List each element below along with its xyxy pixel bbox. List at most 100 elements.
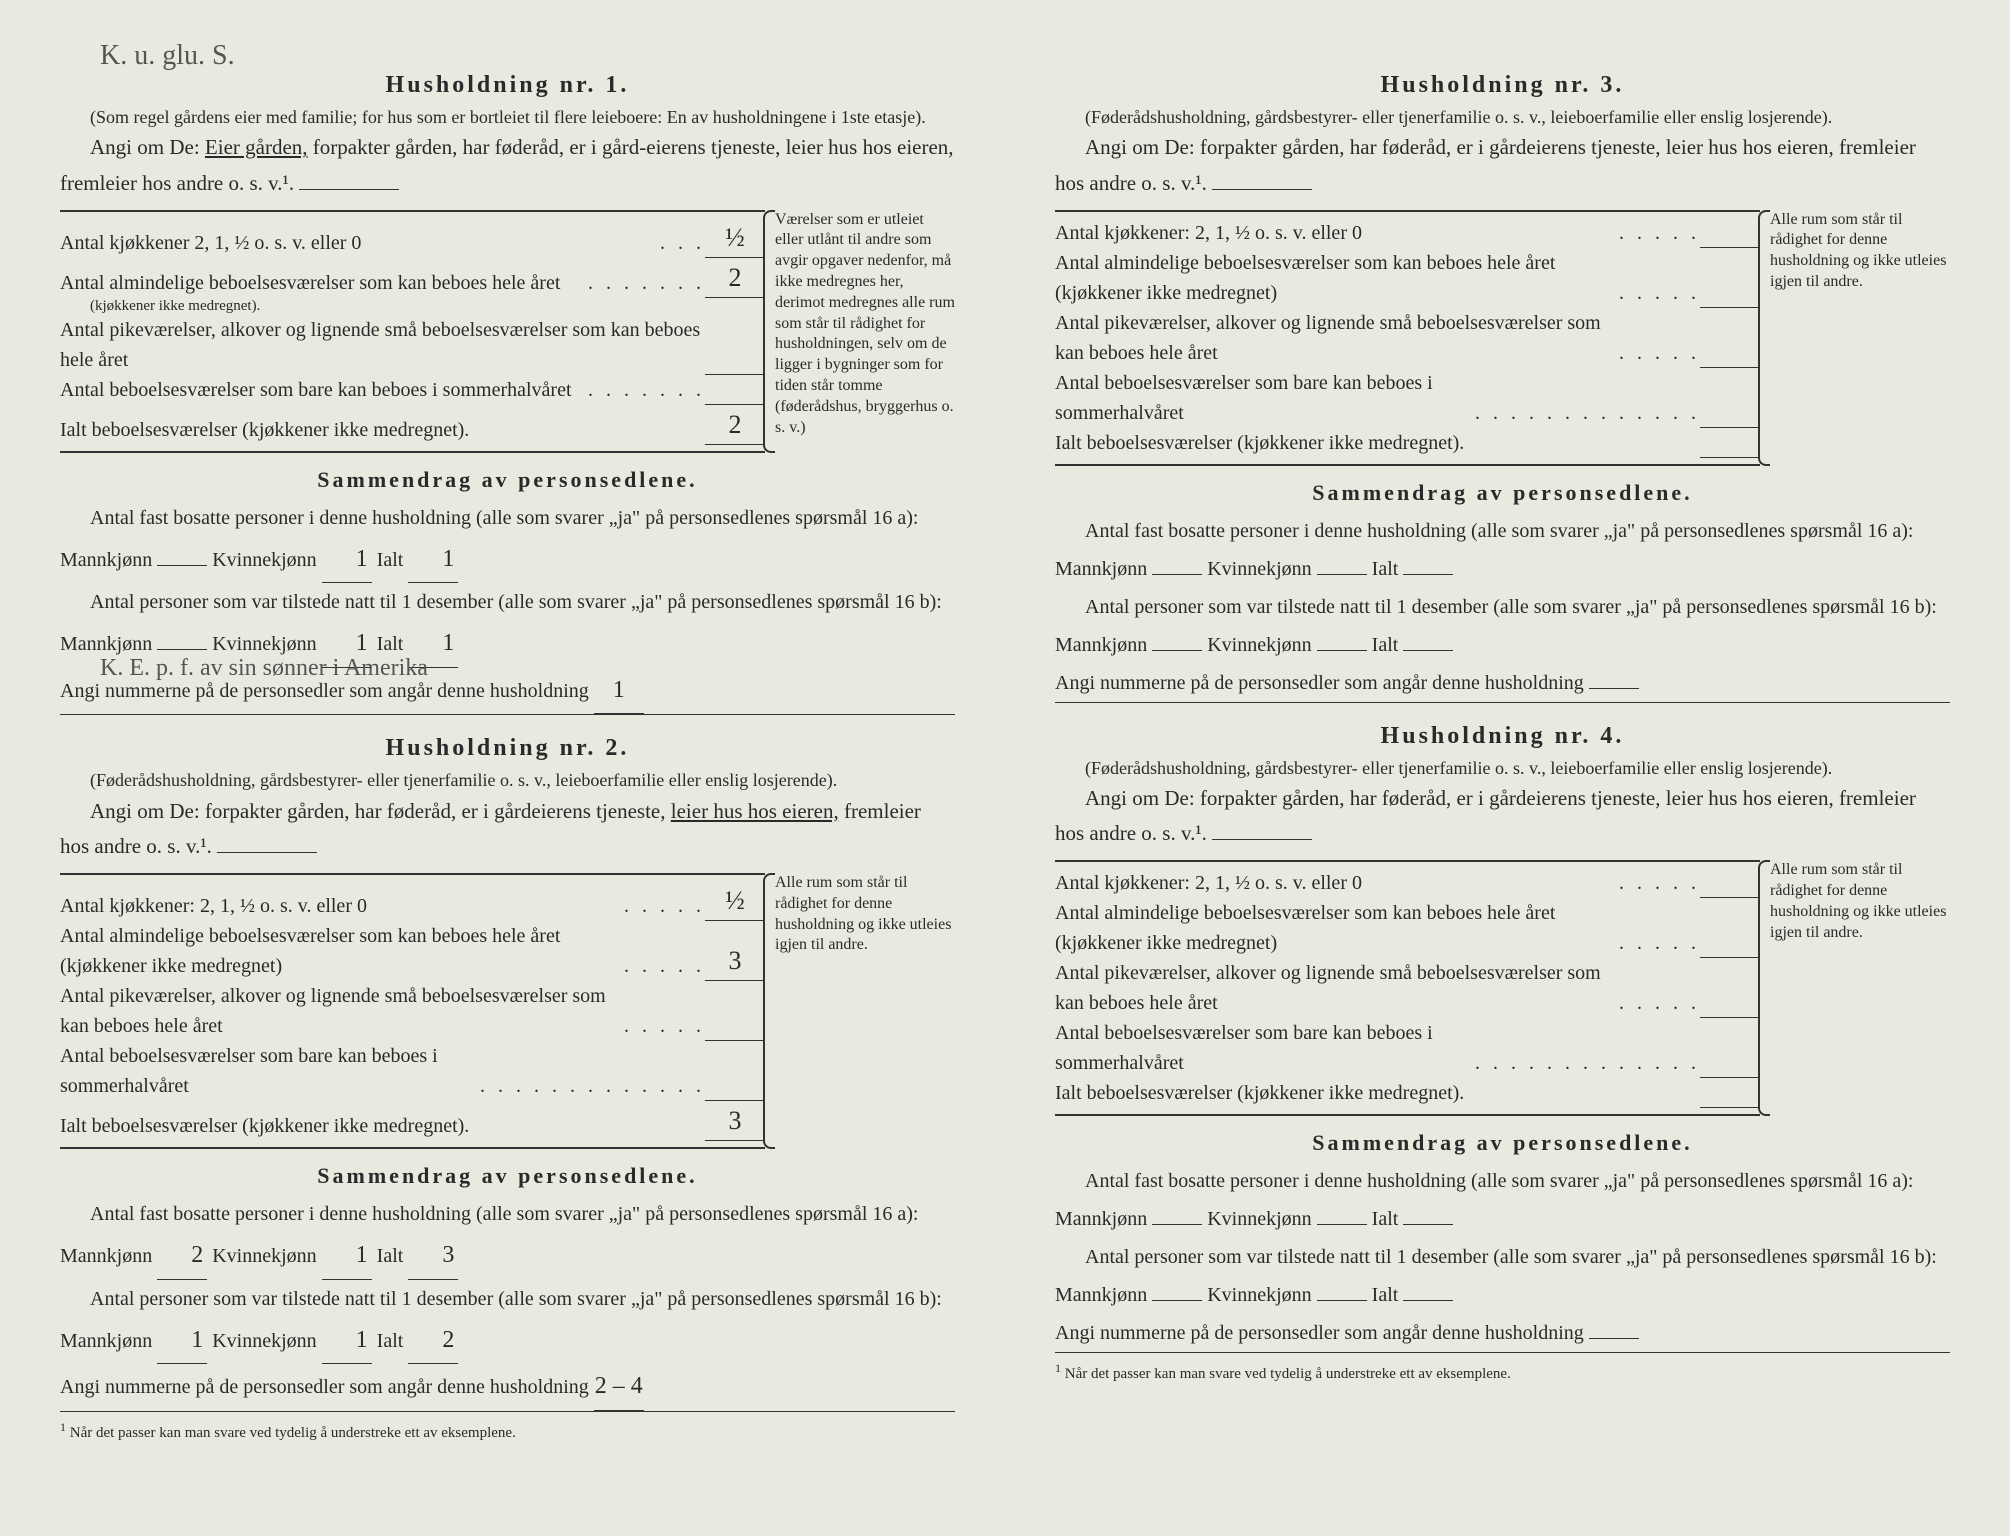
- row-label: Antal beboelsesværelser som bare kan beb…: [60, 1041, 480, 1101]
- row-sommer: Antal beboelsesværelser som bare kan beb…: [1055, 1018, 1760, 1078]
- row-kjokken: Antal kjøkkener: 2, 1, ½ o. s. v. eller …: [1055, 868, 1760, 898]
- row-value: [705, 1040, 765, 1041]
- nummer-label: Angi nummerne på de personsedler som ang…: [1055, 1322, 1584, 1344]
- form-left: Antal kjøkkener 2, 1, ½ o. s. v. eller 0…: [60, 210, 765, 453]
- row-value: [1700, 307, 1760, 308]
- form-left: Antal kjøkkener: 2, 1, ½ o. s. v. eller …: [60, 873, 765, 1149]
- dots: . . . . . . . . . . . . .: [480, 1071, 705, 1101]
- angi-pre: Angi om De: forpakter gården, har føderå…: [90, 799, 671, 823]
- row-value: ½: [705, 218, 765, 258]
- s16b-pre: Antal personer som var tilstede natt til…: [60, 591, 942, 655]
- row-value: [1700, 457, 1760, 458]
- row-kjokken: Antal kjøkkener 2, 1, ½ o. s. v. eller 0…: [60, 218, 765, 258]
- s16b-kvinne: 1: [322, 1318, 372, 1365]
- brace-icon: [1758, 210, 1770, 466]
- row-ialt: Ialt beboelsesværelser (kjøkkener ikke m…: [60, 1101, 765, 1141]
- dots: . . . . .: [1619, 868, 1700, 898]
- row-sommer: Antal beboelsesværelser som bare kan beb…: [60, 1041, 765, 1101]
- row-label: Antal kjøkkener: 2, 1, ½ o. s. v. eller …: [1055, 218, 1619, 248]
- kvinne-label: Kvinnekjønn: [212, 1330, 316, 1352]
- row-label: Ialt beboelsesværelser (kjøkkener ikke m…: [1055, 1078, 1700, 1108]
- kvinne-label: Kvinnekjønn: [1207, 558, 1311, 580]
- s16b-mann: [1152, 650, 1202, 651]
- row-value: [1700, 1077, 1760, 1078]
- s16a-pre: Antal fast bosatte personer i denne hush…: [60, 507, 919, 571]
- sammendrag-title: Sammendrag av personsedlene.: [1055, 480, 1950, 506]
- ialt-label: Ialt: [1372, 1284, 1399, 1306]
- angi-pre: Angi om De: forpakter gården, har føderå…: [1055, 135, 1916, 195]
- household-subtitle: (Føderådshusholdning, gårdsbestyrer- ell…: [1055, 756, 1950, 781]
- angi-pre: Angi om De:: [90, 135, 205, 159]
- side-note-text: Værelser som er utleiet eller utlånt til…: [775, 211, 955, 436]
- angi-blank: [217, 852, 317, 853]
- nummer-label: Angi nummerne på de personsedler som ang…: [60, 1376, 589, 1398]
- household-subtitle: (Føderådshusholdning, gårdsbestyrer- ell…: [1055, 105, 1950, 130]
- handwritten-annotation-mid: K. E. p. f. av sin sønner i Amerika: [100, 655, 428, 682]
- footnote: 1 Når det passer kan man svare ved tydel…: [60, 1420, 955, 1442]
- kvinne-label: Kvinnekjønn: [212, 549, 316, 571]
- form-left: Antal kjøkkener: 2, 1, ½ o. s. v. eller …: [1055, 860, 1760, 1116]
- nummer-val: [1589, 1338, 1639, 1339]
- dots: . . . . .: [1619, 278, 1700, 308]
- dots: . . . . . . . . . . . . .: [1475, 398, 1700, 428]
- side-note-text: Alle rum som står til rådighet for denne…: [1770, 861, 1946, 940]
- s16b-pre: Antal personer som var tilstede natt til…: [1055, 596, 1937, 656]
- s16a-kvinne: 1: [322, 537, 372, 584]
- row-value: 3: [705, 941, 765, 981]
- ialt-label: Ialt: [377, 1330, 404, 1352]
- row-value: 2: [705, 258, 765, 298]
- s16a-kvinne: [1317, 574, 1367, 575]
- row-value: ½: [705, 881, 765, 921]
- angi-underlined: Eier gården,: [205, 135, 308, 159]
- row-value: [1700, 247, 1760, 248]
- angi-pre: Angi om De: forpakter gården, har føderå…: [1055, 786, 1916, 846]
- row-label: Antal beboelsesværelser som bare kan beb…: [1055, 1018, 1475, 1078]
- row-label: Antal pikeværelser, alkover og lignende …: [1055, 308, 1619, 368]
- row-almindelige: Antal almindelige beboelsesværelser som …: [60, 258, 765, 298]
- nummer-line: Angi nummerne på de personsedler som ang…: [1055, 1314, 1950, 1353]
- nummer-val: 1: [594, 668, 644, 715]
- household-3: Husholdning nr. 3. (Føderådshusholdning,…: [1055, 72, 1950, 703]
- row-value: 3: [705, 1101, 765, 1141]
- nummer-val: 2 – 4: [594, 1364, 644, 1411]
- s16b-ialt: [1403, 1300, 1453, 1301]
- sammendrag-title: Sammendrag av personsedlene.: [60, 1163, 955, 1189]
- s16b-ialt: 2: [408, 1318, 458, 1365]
- form-block: Antal kjøkkener: 2, 1, ½ o. s. v. eller …: [1055, 860, 1950, 1116]
- nummer-val: [1589, 688, 1639, 689]
- household-title: Husholdning nr. 4.: [1055, 723, 1950, 750]
- s16a-kvinne: 1: [322, 1233, 372, 1280]
- form-left: Antal kjøkkener: 2, 1, ½ o. s. v. eller …: [1055, 210, 1760, 466]
- page-container: Husholdning nr. 1. (Som regel gårdens ei…: [30, 40, 1980, 1462]
- sammendrag-title: Sammendrag av personsedlene.: [60, 467, 955, 493]
- row-almindelige: Antal almindelige beboelsesværelser som …: [60, 921, 765, 981]
- s16a-ialt: 1: [408, 537, 458, 584]
- nummer-label: Angi nummerne på de personsedler som ang…: [1055, 672, 1584, 694]
- s16b-ialt: [1403, 650, 1453, 651]
- left-column: Husholdning nr. 1. (Som regel gårdens ei…: [30, 40, 985, 1462]
- kvinne-label: Kvinnekjønn: [1207, 634, 1311, 656]
- ialt-label: Ialt: [377, 1245, 404, 1267]
- angi-blank: [1212, 189, 1312, 190]
- household-title: Husholdning nr. 2.: [60, 735, 955, 762]
- row-label: Antal kjøkkener: 2, 1, ½ o. s. v. eller …: [1055, 868, 1619, 898]
- s16a-ialt: [1403, 1224, 1453, 1225]
- row-kjokken: Antal kjøkkener: 2, 1, ½ o. s. v. eller …: [1055, 218, 1760, 248]
- s16b-kvinne: [1317, 650, 1367, 651]
- s16a-line: Antal fast bosatte personer i denne hush…: [60, 1195, 955, 1280]
- s16b-kvinne: [1317, 1300, 1367, 1301]
- row-label: Antal pikeværelser, alkover og lignende …: [60, 315, 705, 375]
- right-column: Husholdning nr. 3. (Føderådshusholdning,…: [1025, 40, 1980, 1462]
- household-title: Husholdning nr. 3.: [1055, 72, 1950, 99]
- footnote: 1 Når det passer kan man svare ved tydel…: [1055, 1361, 1950, 1383]
- row-sommer: Antal beboelsesværelser som bare kan beb…: [1055, 368, 1760, 428]
- kvinne-label: Kvinnekjønn: [212, 633, 316, 655]
- side-note-text: Alle rum som står til rådighet for denne…: [1770, 211, 1946, 290]
- brace-icon: [1758, 860, 1770, 1116]
- nummer-label: Angi nummerne på de personsedler som ang…: [60, 680, 589, 702]
- row-label: Antal beboelsesværelser som bare kan beb…: [1055, 368, 1475, 428]
- row-pike: Antal pikeværelser, alkover og lignende …: [1055, 958, 1760, 1018]
- footnote-text: Når det passer kan man svare ved tydelig…: [70, 1425, 516, 1441]
- kvinne-label: Kvinnekjønn: [1207, 1208, 1311, 1230]
- s16a-mann: [157, 565, 207, 566]
